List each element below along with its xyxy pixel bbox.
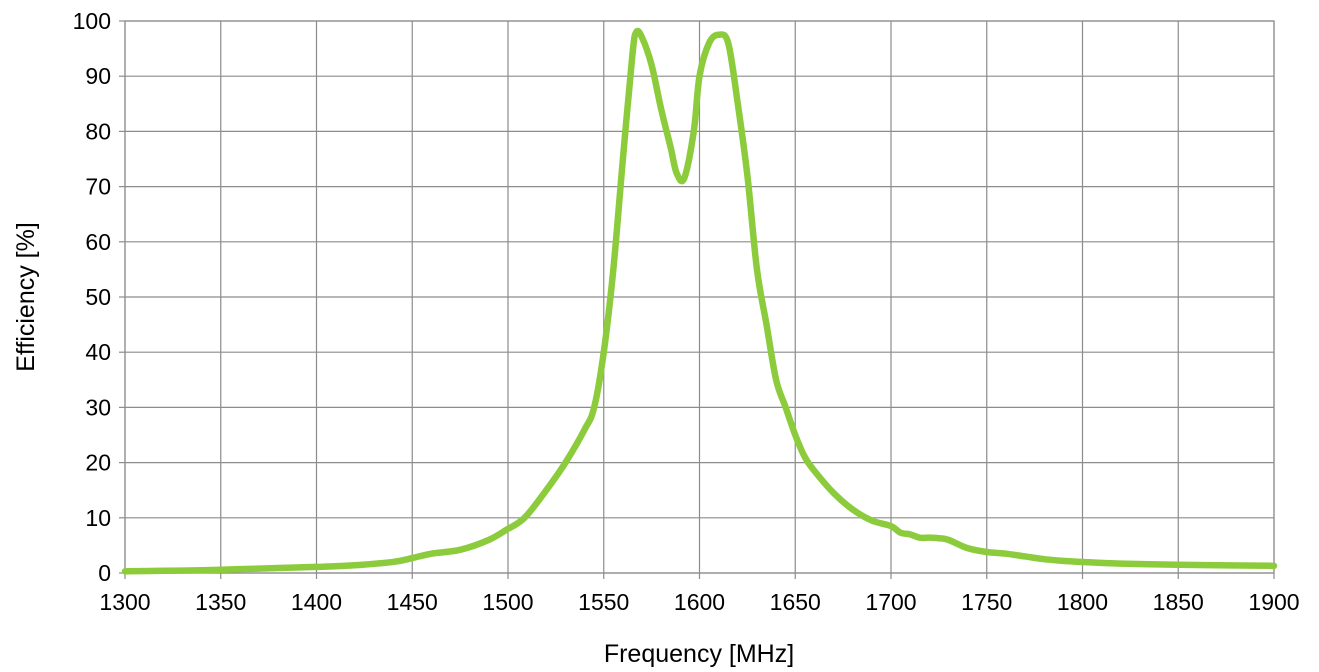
x-tick-label: 1400	[291, 589, 342, 615]
x-tick-label: 1650	[770, 589, 821, 615]
x-tick-label: 1450	[387, 589, 438, 615]
y-tick-label: 70	[85, 174, 111, 200]
y-tick-label: 20	[85, 450, 111, 476]
y-tick-label: 40	[85, 339, 111, 365]
series-layer	[121, 27, 1278, 575]
y-tick-label: 60	[85, 229, 111, 255]
y-tick-label: 100	[73, 8, 111, 34]
x-tick-labels: 1300 1350 1400 1450 1500 1550 1600 1650 1700 1750…	[99, 589, 1299, 615]
y-tick-label: 90	[85, 63, 111, 89]
y-tick-labels: 0 10 20 30 40 50 60 70 80 90 100	[73, 8, 111, 586]
x-tick-label: 1550	[578, 589, 629, 615]
x-tick-label: 1800	[1057, 589, 1108, 615]
x-axis-title: Frequency [MHz]	[604, 640, 794, 668]
x-tick-label: 1850	[1153, 589, 1204, 615]
y-tick-label: 50	[85, 284, 111, 310]
x-tick-label: 1350	[195, 589, 246, 615]
y-tick-label: 30	[85, 394, 111, 420]
y-tick-label: 10	[85, 505, 111, 531]
y-axis-title: Efficiency [%]	[12, 222, 40, 372]
y-tick-label: 80	[85, 118, 111, 144]
x-tick-label: 1700	[865, 589, 916, 615]
plot-frame	[124, 20, 1275, 574]
y-tick-label: 0	[98, 560, 111, 586]
x-tick-label: 1750	[961, 589, 1012, 615]
series-line-efficiency	[121, 27, 1278, 575]
x-tick-label: 1500	[482, 589, 533, 615]
x-tick-label: 1900	[1248, 589, 1299, 615]
x-tick-label: 1600	[674, 589, 725, 615]
x-tick-label: 1300	[99, 589, 150, 615]
plot-area-border	[124, 20, 1275, 574]
